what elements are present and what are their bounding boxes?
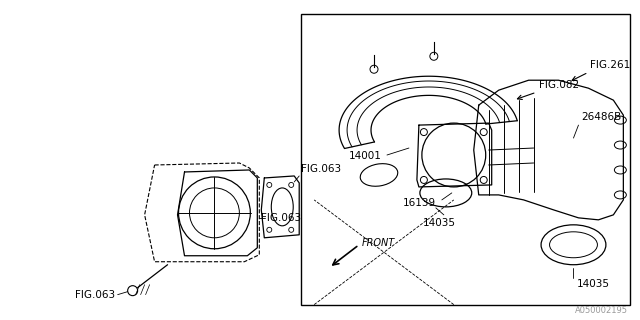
- Text: 14035: 14035: [422, 218, 455, 228]
- Text: FRONT: FRONT: [362, 238, 396, 248]
- Text: FIG.063: FIG.063: [301, 164, 341, 174]
- Text: 14001: 14001: [349, 151, 382, 161]
- Text: FIG.063: FIG.063: [75, 290, 115, 300]
- Text: 16139: 16139: [403, 198, 436, 208]
- Text: FIG.082: FIG.082: [539, 80, 579, 90]
- Text: FIG.063: FIG.063: [261, 213, 301, 223]
- Text: FIG.261: FIG.261: [591, 60, 630, 70]
- Text: 14035: 14035: [577, 279, 609, 289]
- Bar: [301, 14, 630, 305]
- Text: 26486B: 26486B: [582, 112, 621, 122]
- Text: A050002195: A050002195: [575, 306, 628, 315]
